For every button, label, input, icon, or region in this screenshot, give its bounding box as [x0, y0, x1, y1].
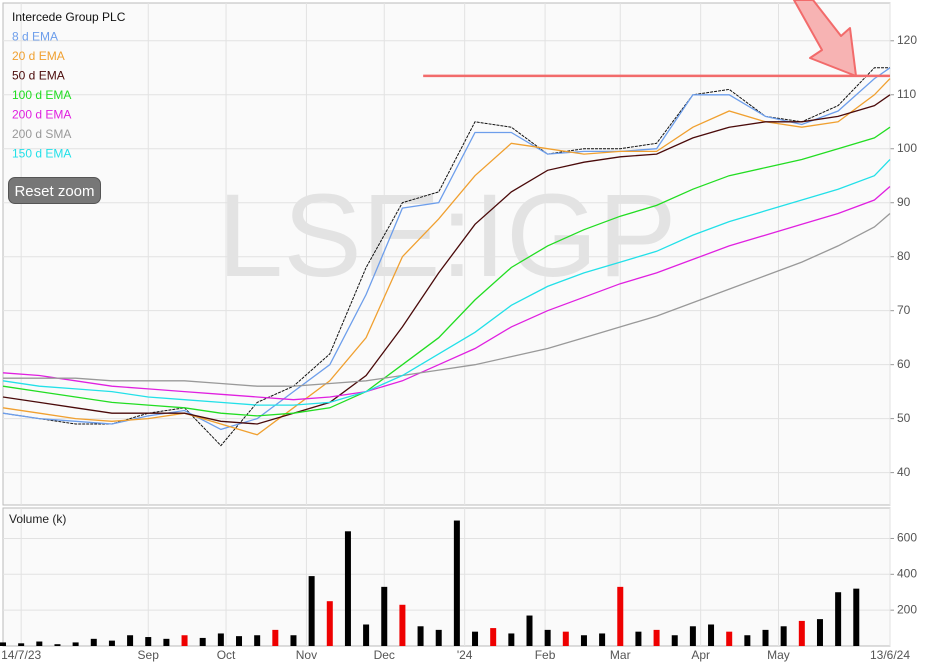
volume-bar [798, 620, 805, 646]
volume-bar [490, 628, 497, 646]
series-line [2, 78, 891, 436]
volume-bar [363, 624, 370, 646]
volume-bar [54, 644, 61, 646]
legend-label: Intercede Group PLC [12, 10, 126, 24]
volume-bar [326, 601, 333, 646]
x-tick-label: Dec [374, 648, 395, 662]
volume-bar [72, 642, 79, 646]
volume-bar [90, 638, 97, 646]
volume-bar [417, 626, 424, 646]
volume-bar [472, 631, 479, 646]
legend-label: 150 d EMA [12, 147, 71, 161]
x-tick-label: Oct [217, 648, 236, 662]
x-tick-label: Nov [296, 648, 317, 662]
watermark: LSE:IGP [217, 170, 676, 302]
volume-bar [254, 635, 261, 646]
y-tick-label: 70 [897, 303, 911, 317]
volume-bar [526, 615, 533, 646]
volume-bar [708, 624, 715, 646]
volume-bar [145, 637, 152, 646]
x-tick-label: 14/7/23 [1, 648, 41, 662]
volume-bar [653, 629, 660, 646]
y-tick-label: 100 [897, 141, 917, 155]
legend-label: 200 d SMA [12, 127, 71, 141]
arrow [793, 0, 857, 77]
series-line [2, 126, 891, 417]
volume-title: Volume (k) [9, 512, 66, 526]
volume-bar [308, 576, 315, 646]
series-line [2, 67, 890, 447]
volume-bar [671, 635, 678, 646]
volume-bar [18, 643, 25, 646]
volume-bar [853, 588, 860, 646]
legend-label: 8 d EMA [12, 30, 58, 44]
volume-bar [199, 637, 206, 646]
y-tick-label: 90 [897, 195, 911, 209]
volume-panel [2, 507, 891, 647]
x-tick-label: May [767, 648, 790, 662]
series-line [3, 213, 891, 387]
x-tick-label: '24 [457, 648, 473, 662]
volume-bar [835, 592, 842, 646]
y-tick-label: 80 [897, 249, 911, 263]
volume-bar [127, 635, 134, 646]
volume-bar [272, 629, 279, 646]
volume-bar [381, 586, 388, 646]
price-panel [2, 2, 891, 506]
x-tick-label: Sep [138, 648, 160, 662]
volume-bar [181, 635, 188, 646]
y-tick-label: 110 [897, 87, 916, 101]
volume-bar [453, 520, 460, 646]
legend-label: 100 d EMA [12, 88, 71, 102]
volume-bar [635, 631, 642, 646]
legend-label: 200 d EMA [12, 108, 71, 122]
volume-bar [689, 626, 696, 646]
volume-bar [217, 633, 224, 646]
volume-bar [726, 631, 733, 646]
volume-bar [236, 636, 243, 646]
volume-bar [399, 604, 406, 646]
volume-bar [544, 629, 551, 646]
y-tick-label: 600 [897, 531, 917, 545]
volume-bar [0, 642, 6, 646]
reset-zoom-button[interactable]: Reset zoom [8, 177, 101, 204]
y-tick-label: 120 [897, 33, 917, 47]
volume-bar [163, 638, 170, 646]
x-tick-label: Feb [535, 648, 556, 662]
y-tick-label: 400 [897, 566, 917, 580]
volume-bar [36, 641, 43, 646]
volume-bar [780, 626, 787, 646]
volume-bar [816, 619, 823, 646]
x-tick-label: 13/6/24 [870, 648, 910, 662]
legend-label: 20 d EMA [12, 49, 65, 63]
series-line [2, 186, 891, 401]
volume-bar [744, 635, 751, 646]
legend-label: 50 d EMA [12, 69, 65, 83]
x-tick-label: Apr [691, 648, 710, 662]
y-tick-label: 60 [897, 357, 911, 371]
volume-bar [435, 629, 442, 646]
x-tick-label: Mar [610, 648, 631, 662]
volume-bar [599, 633, 606, 646]
volume-bar [290, 635, 297, 646]
series-line [2, 159, 891, 406]
volume-bar [344, 531, 351, 646]
volume-bar [108, 640, 115, 646]
volume-bar [762, 629, 769, 646]
volume-bar [562, 631, 569, 646]
volume-bar [617, 586, 624, 646]
y-tick-label: 40 [897, 465, 911, 479]
series-line [2, 67, 891, 431]
volume-bar [580, 635, 587, 646]
y-tick-label: 200 [897, 602, 917, 616]
y-tick-label: 50 [897, 411, 911, 425]
volume-bar [508, 633, 515, 646]
series-line [2, 94, 891, 425]
